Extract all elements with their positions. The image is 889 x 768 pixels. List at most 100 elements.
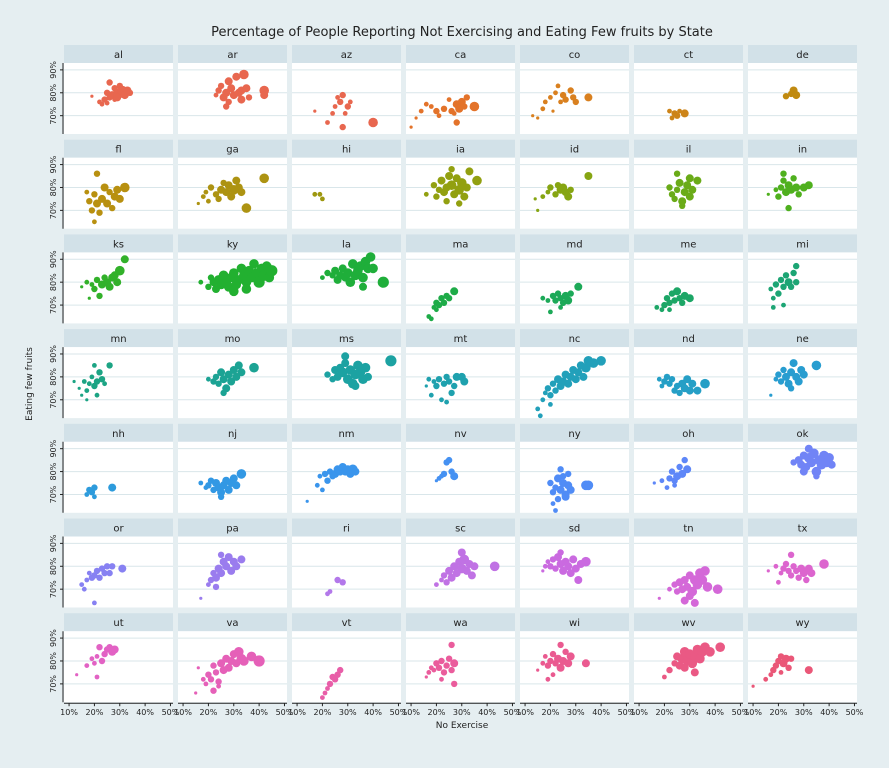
facet-panel-wa: wa 10% 20% 30% 40% 50% — [402, 613, 522, 717]
x-tick-label: 30% — [453, 708, 471, 717]
data-point — [469, 101, 480, 112]
data-point — [343, 268, 353, 278]
data-point — [581, 556, 591, 567]
data-point — [777, 378, 785, 385]
facet-panel-ks: ks 70% 80% 90% — [49, 234, 173, 324]
data-point — [558, 305, 563, 310]
data-point — [553, 90, 558, 96]
data-point — [313, 109, 317, 113]
x-tick-label: 20% — [428, 708, 446, 717]
facet-strip — [520, 613, 629, 632]
facet-panel-al: al 70% 80% 90% — [49, 45, 173, 134]
data-point — [673, 112, 681, 119]
data-point — [787, 572, 795, 579]
data-point — [440, 470, 448, 478]
data-point — [460, 192, 469, 201]
data-point — [227, 377, 236, 386]
data-point — [368, 263, 378, 274]
data-point — [777, 276, 785, 284]
data-point — [799, 467, 808, 476]
x-tick-label: 50% — [162, 708, 180, 717]
data-point — [320, 695, 325, 700]
data-point — [654, 305, 660, 310]
data-point — [550, 501, 556, 506]
data-point — [339, 579, 346, 586]
facet-panel-id: id — [520, 139, 629, 229]
data-point — [207, 676, 215, 683]
data-point — [440, 299, 448, 306]
data-point — [113, 93, 122, 102]
data-point — [799, 370, 808, 379]
data-point — [84, 279, 90, 285]
data-point — [344, 103, 351, 110]
facet-panel-mo: mo — [178, 329, 287, 419]
data-point — [337, 666, 344, 674]
data-point — [659, 383, 665, 389]
x-tick-label: 50% — [390, 708, 408, 717]
data-point — [461, 103, 468, 110]
data-point — [86, 381, 92, 387]
facet-label: ca — [455, 50, 467, 61]
data-point — [804, 181, 813, 190]
facet-strip — [748, 329, 857, 348]
data-point — [317, 473, 323, 479]
data-point — [564, 296, 573, 305]
data-point — [659, 478, 665, 484]
facet-panel-hi: hi — [292, 139, 401, 229]
data-point — [430, 182, 438, 189]
data-point — [217, 82, 225, 90]
facet-label: de — [796, 50, 809, 61]
x-tick-label: 30% — [111, 708, 129, 717]
data-point — [324, 371, 331, 378]
data-point — [571, 375, 580, 384]
data-point — [787, 551, 795, 558]
data-point — [434, 307, 439, 313]
data-point — [98, 657, 106, 665]
data-point — [426, 376, 432, 382]
data-point — [93, 378, 101, 385]
facet-panel-ca: ca — [406, 45, 515, 134]
data-point — [249, 259, 259, 269]
data-point — [787, 385, 795, 392]
data-point — [437, 176, 446, 185]
data-point — [680, 663, 689, 672]
data-point — [314, 482, 320, 488]
data-point — [81, 379, 87, 384]
data-point — [212, 573, 220, 582]
data-point — [773, 563, 779, 569]
facet-label: wv — [681, 618, 695, 629]
panel-background — [520, 157, 629, 229]
panel-background — [748, 157, 857, 229]
facet-strip — [64, 423, 173, 442]
facet-strip — [748, 234, 857, 253]
data-point — [92, 219, 97, 225]
facet-panel-nd: nd — [634, 329, 743, 419]
data-point — [776, 579, 781, 585]
data-point — [351, 382, 360, 390]
data-point — [566, 652, 575, 661]
data-point — [104, 100, 110, 106]
data-point — [109, 204, 116, 212]
data-point — [94, 654, 100, 659]
data-point — [770, 305, 776, 310]
data-point — [85, 398, 89, 402]
facet-strip — [520, 423, 629, 442]
data-point — [120, 255, 129, 264]
data-point — [239, 656, 249, 666]
data-point — [567, 186, 574, 193]
data-point — [806, 457, 817, 468]
facet-strip — [520, 139, 629, 158]
data-point — [567, 290, 574, 297]
facet-strip — [292, 423, 401, 442]
data-point — [108, 483, 117, 492]
data-point — [237, 188, 246, 197]
data-point — [768, 286, 774, 292]
facet-strip — [406, 139, 515, 158]
data-point — [194, 691, 198, 695]
facet-label: nj — [228, 429, 237, 440]
data-point — [671, 297, 678, 304]
data-point — [105, 282, 114, 291]
data-point — [86, 570, 92, 576]
data-point — [564, 379, 573, 388]
data-point — [542, 654, 548, 659]
